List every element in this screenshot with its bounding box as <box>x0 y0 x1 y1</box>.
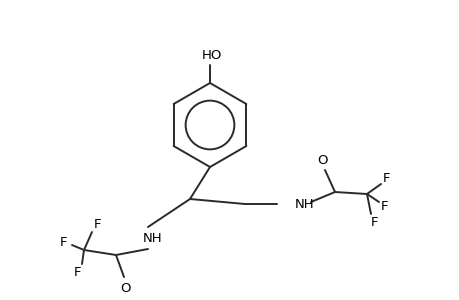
Text: F: F <box>381 200 388 212</box>
Text: F: F <box>382 172 390 184</box>
Text: O: O <box>120 283 131 296</box>
Text: O: O <box>317 154 328 166</box>
Text: NH: NH <box>143 232 162 245</box>
Text: F: F <box>94 218 101 230</box>
Text: F: F <box>60 236 67 248</box>
Text: F: F <box>370 215 378 229</box>
Text: NH: NH <box>294 197 314 211</box>
Text: HO: HO <box>202 49 222 62</box>
Text: F: F <box>74 266 82 278</box>
